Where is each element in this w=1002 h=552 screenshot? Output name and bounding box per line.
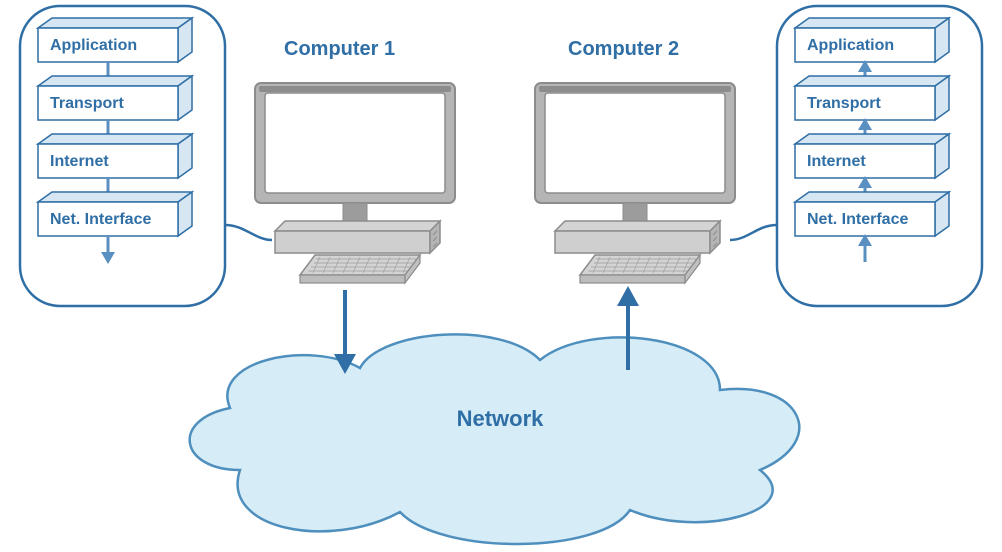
layer-box-transport: Transport <box>38 76 192 120</box>
right-stack: Application Transport Internet Net. Inte… <box>795 18 949 262</box>
computer-1-title: Computer 1 <box>284 38 395 61</box>
network-cloud: Network <box>190 334 800 544</box>
layer-label: Transport <box>807 95 881 112</box>
layer-box-transport: Transport <box>795 76 949 120</box>
layer-box-net-interface: Net. Interface <box>795 192 949 236</box>
computer-2-title: Computer 2 <box>568 38 679 61</box>
connector-right <box>730 225 777 240</box>
layer-box-net-interface: Net. Interface <box>38 192 192 236</box>
network-label: Network <box>457 406 545 431</box>
arrow-down-icon <box>101 236 115 264</box>
layer-box-application: Application <box>38 18 192 62</box>
layer-label: Net. Interface <box>807 211 908 228</box>
layer-label: Application <box>807 37 894 54</box>
layer-box-internet: Internet <box>795 134 949 178</box>
arrow-up-icon <box>858 234 872 262</box>
layer-label: Transport <box>50 95 124 112</box>
layer-label: Application <box>50 37 137 54</box>
layer-box-application: Application <box>795 18 949 62</box>
layer-label: Internet <box>807 153 866 170</box>
left-stack: Application Transport Internet Net. Inte… <box>38 18 192 264</box>
layer-label: Internet <box>50 153 109 170</box>
computer-1-icon <box>255 83 455 283</box>
layer-label: Net. Interface <box>50 211 151 228</box>
computer-2-icon <box>535 83 735 283</box>
connector-left <box>225 225 272 240</box>
network-diagram: Network Application Transport Internet N… <box>0 0 1002 552</box>
layer-box-internet: Internet <box>38 134 192 178</box>
